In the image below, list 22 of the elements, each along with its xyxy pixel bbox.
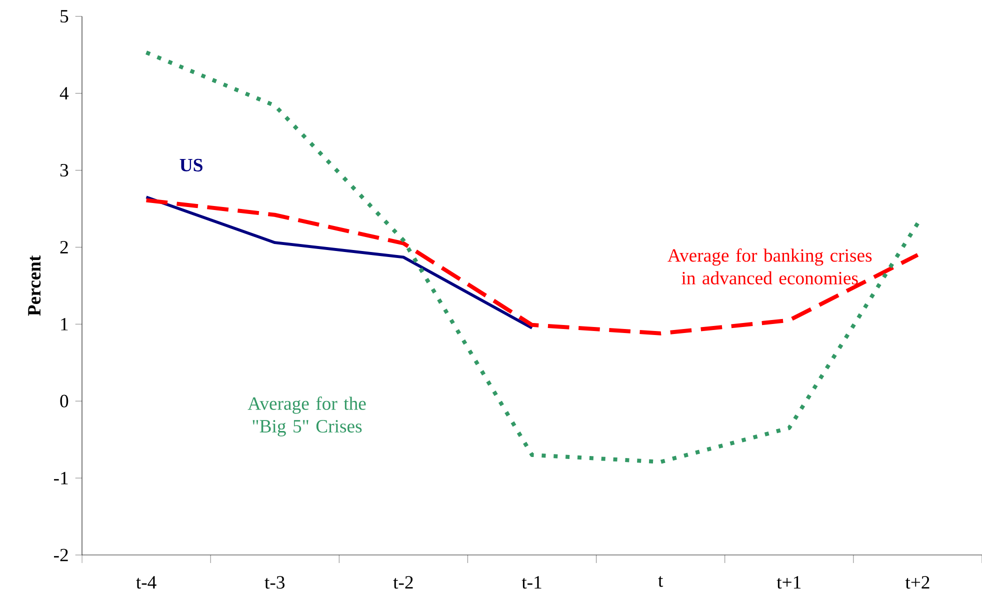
x-tick-label: t+1: [776, 576, 801, 589]
line-series: [144, 50, 920, 464]
y-tick-label: 0: [60, 394, 68, 408]
text: Average for the "Big 5" Crises: [248, 396, 366, 436]
x-tick-label: t-1: [522, 576, 542, 589]
y-tick-label: -2: [54, 548, 68, 562]
x-tick-label: t-3: [264, 576, 285, 589]
x-tick-label: t-4: [136, 576, 156, 589]
y-tick-label: 1: [61, 318, 68, 330]
y-axis-title: Percent: [28, 255, 41, 316]
series-label: US: [180, 158, 202, 172]
x-tick-label: t+2: [905, 576, 930, 589]
line-series: [144, 196, 534, 330]
series-label: Average for banking crises in advanced economies: [668, 248, 872, 284]
y-tick-label: 5: [60, 10, 68, 23]
x-tick-label: t: [658, 576, 664, 587]
y-tick-label: 2: [60, 241, 68, 254]
line-series: [144, 198, 920, 336]
y-tick-label: 3: [60, 164, 68, 177]
y-tick-label: -1: [54, 472, 68, 484]
x-tick-label: t-2: [393, 576, 413, 589]
y-tick-label: 4: [60, 87, 69, 100]
